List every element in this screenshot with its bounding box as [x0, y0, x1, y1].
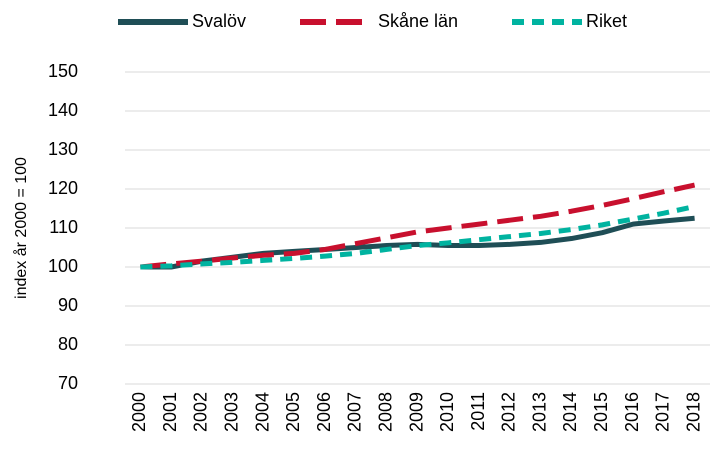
x-tick-label: 2015 [591, 392, 611, 432]
x-tick-label: 2001 [160, 392, 180, 432]
x-tick-label: 2018 [683, 392, 703, 432]
x-tick-label: 2016 [622, 392, 642, 432]
x-tick-label: 2006 [314, 392, 334, 432]
x-tick-label: 2010 [437, 392, 457, 432]
x-tick-label: 2004 [252, 392, 272, 432]
x-tick-label: 2014 [560, 392, 580, 432]
y-axis-label: index år 2000 = 100 [12, 157, 30, 299]
x-tick-label: 2011 [468, 392, 488, 431]
y-tick-label: 130 [48, 139, 78, 159]
y-tick-label: 90 [58, 295, 78, 315]
x-tick-label: 2007 [345, 392, 365, 432]
y-tick-label: 70 [58, 373, 78, 393]
y-tick-label: 150 [48, 61, 78, 81]
series-line [140, 182, 696, 270]
y-tick-label: 140 [48, 100, 78, 120]
series-line [140, 204, 696, 270]
x-tick-label: 2005 [283, 392, 303, 432]
legend-label: Riket [586, 11, 627, 31]
x-tick-label: 2002 [191, 392, 211, 432]
x-tick-label: 2003 [222, 392, 242, 432]
x-tick-label: 2009 [406, 392, 426, 432]
x-tick-label: 2008 [375, 392, 395, 432]
x-tick-label: 2000 [129, 392, 149, 432]
legend-label: Svalöv [192, 11, 246, 31]
x-tick-label: 2012 [499, 392, 519, 432]
x-tick-label: 2017 [653, 392, 673, 432]
legend-label: Skåne län [378, 11, 458, 31]
y-tick-label: 80 [58, 334, 78, 354]
y-tick-label: 110 [49, 217, 78, 237]
y-tick-label: 120 [48, 178, 78, 198]
y-tick-label: 100 [48, 256, 78, 276]
x-tick-label: 2013 [529, 392, 549, 432]
